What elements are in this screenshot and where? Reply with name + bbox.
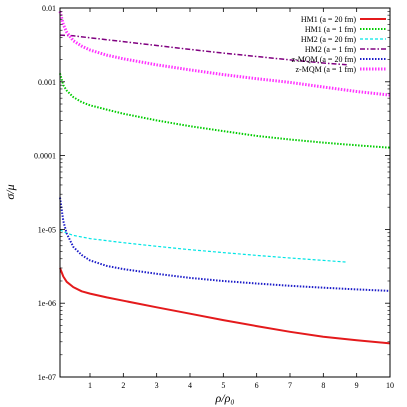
legend-label: HM2 (a = 1 fm) xyxy=(305,45,357,54)
y-tick-label: 0.001 xyxy=(38,78,56,87)
legend-label: HM2 (a = 20 fm) xyxy=(301,35,357,44)
legend-label: HM1 (a = 1 fm) xyxy=(305,25,357,34)
x-tick-label: 4 xyxy=(188,381,192,390)
series-line-2 xyxy=(59,73,391,149)
x-tick-label: 7 xyxy=(288,381,292,390)
x-tick-label: 1 xyxy=(88,381,92,390)
series-layer xyxy=(58,11,391,345)
legend-label: HM1 (a = 20 fm) xyxy=(301,15,357,24)
series-line-1 xyxy=(59,267,391,345)
x-axis-title: ρ/ρ₀ xyxy=(214,391,234,405)
series-line-5 xyxy=(59,197,391,292)
y-tick-label: 1e-05 xyxy=(38,225,56,234)
legend-label: z-MQM (a = 20 fm) xyxy=(292,55,357,64)
series-line-6 xyxy=(58,11,391,97)
x-tick-label: 9 xyxy=(355,381,359,390)
y-tick-label: 1e-07 xyxy=(38,373,56,382)
x-tick-label: 3 xyxy=(155,381,159,390)
x-tick-label: 8 xyxy=(321,381,325,390)
series-line-3 xyxy=(59,229,347,263)
x-tick-label: 2 xyxy=(121,381,125,390)
y-tick-label: 0.01 xyxy=(42,4,56,13)
legend-label: z-MQM (a = 1 fm) xyxy=(296,65,357,74)
series-line-4 xyxy=(59,34,347,66)
x-tick-label: 6 xyxy=(255,381,259,390)
legend: HM1 (a = 20 fm)HM1 (a = 1 fm)HM2 (a = 20… xyxy=(292,15,386,74)
x-tick-label: 10 xyxy=(386,381,394,390)
y-tick-label: 1e-06 xyxy=(38,299,56,308)
y-tick-label: 0.0001 xyxy=(34,152,56,161)
ticks-layer: 1 2 3 4 5 6 7 8 9 10 1e-07 1e-06 1e-05 0.0001 0.001 0.0… xyxy=(34,4,394,390)
y-axis-title: σ/μ xyxy=(3,184,17,199)
x-tick-label: 5 xyxy=(221,381,225,390)
plot-frame xyxy=(59,7,391,378)
